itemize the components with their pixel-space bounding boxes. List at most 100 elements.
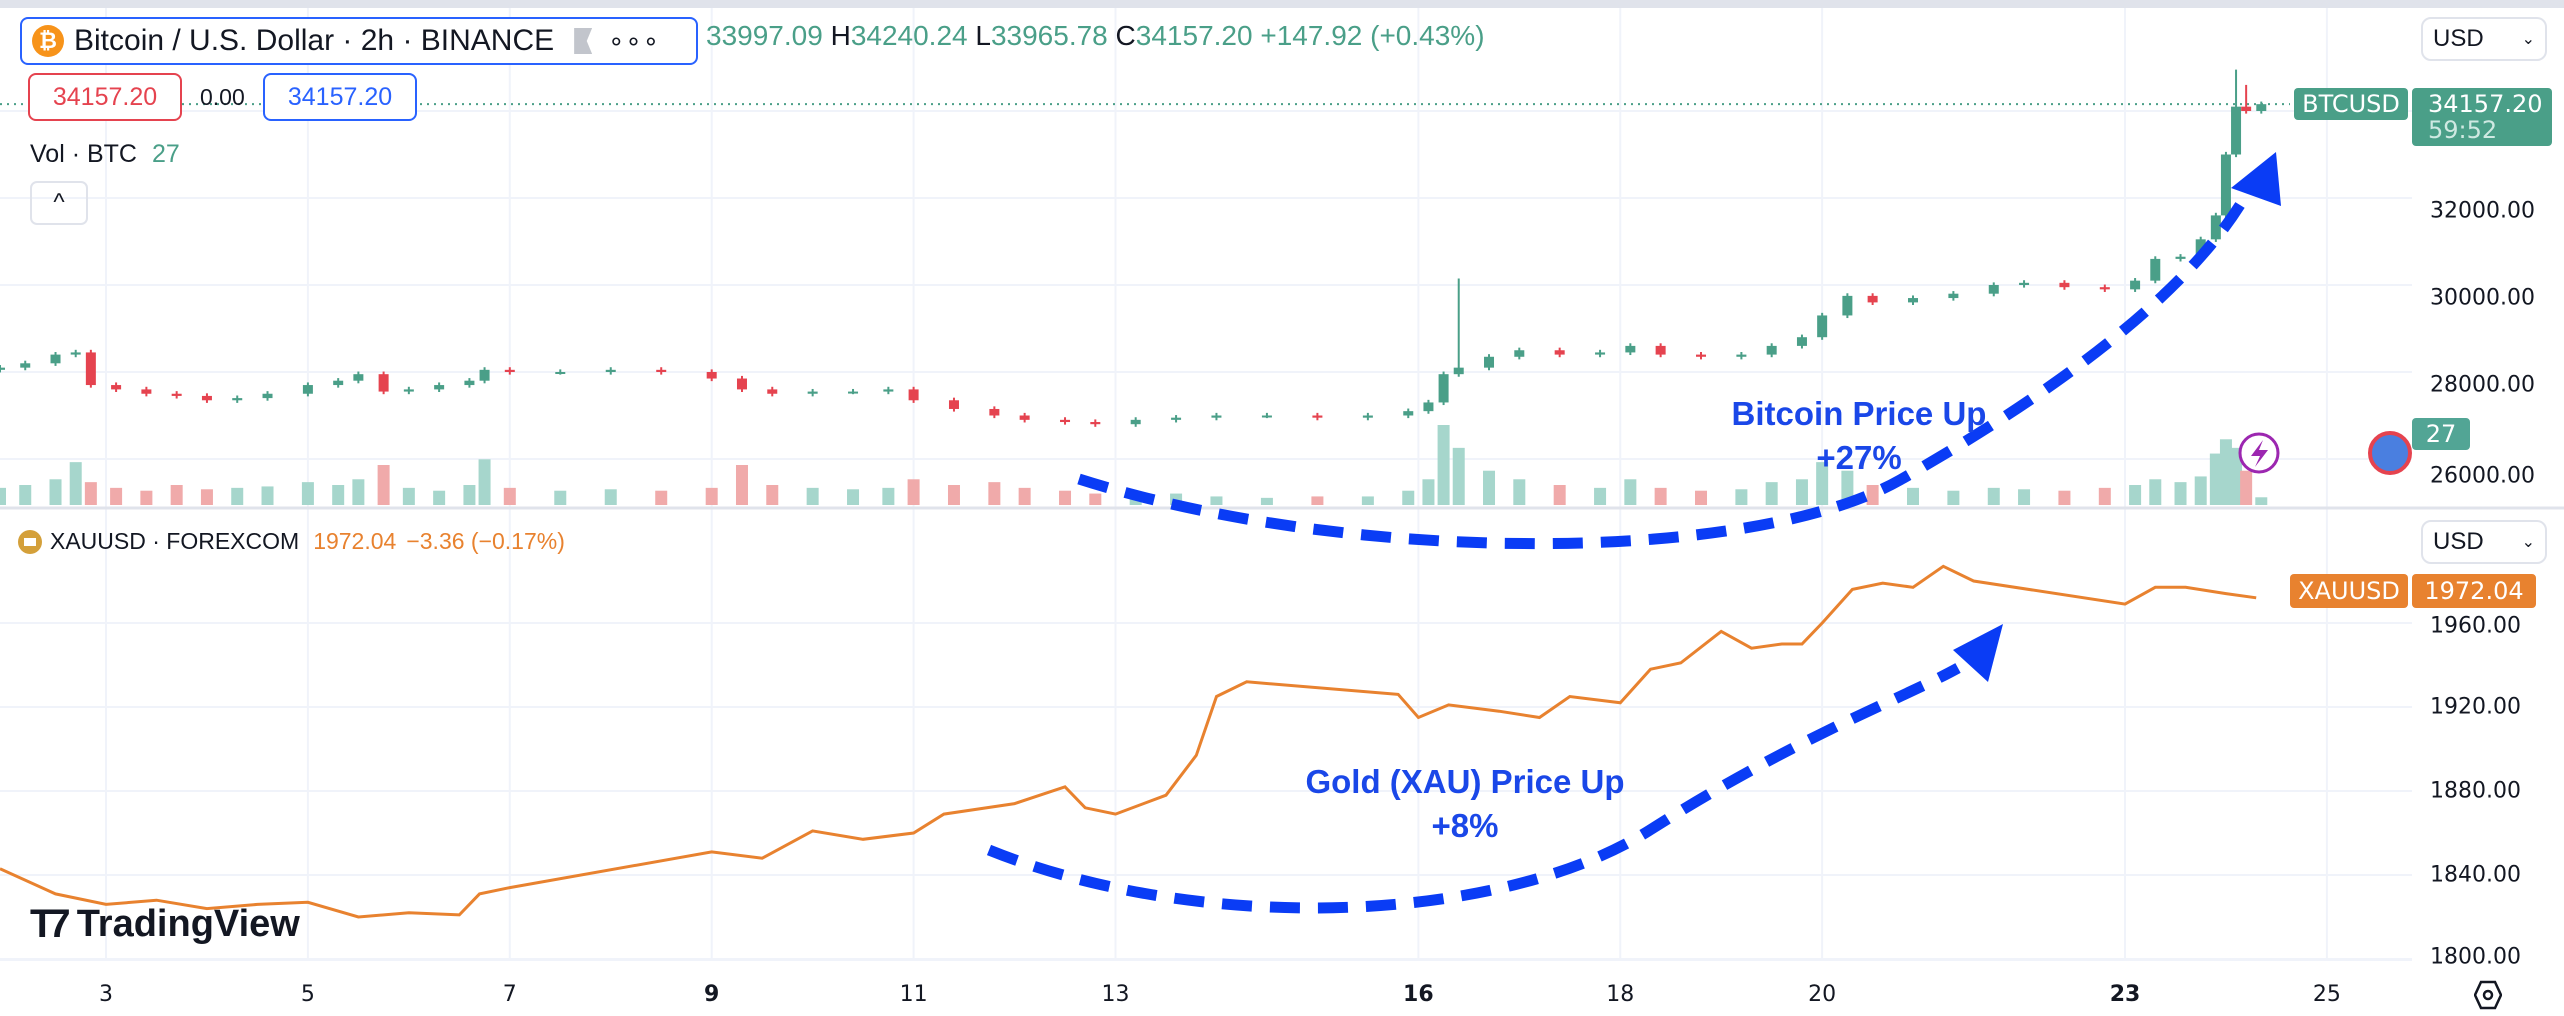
candle-body — [111, 385, 122, 390]
more-options-icon[interactable]: ∘∘∘ — [608, 25, 660, 56]
gold-tick: 1960.00 — [2430, 613, 2521, 639]
candle-body — [171, 393, 182, 396]
volume-bar — [0, 487, 7, 505]
volume-legend[interactable]: Vol · BTC 27 — [30, 140, 180, 169]
volume-bar — [735, 465, 748, 505]
gold-annotation: Gold (XAU) Price Up +8% — [1305, 760, 1624, 848]
candle-body — [353, 374, 364, 381]
gold-tick: 1920.00 — [2430, 694, 2521, 720]
flag-icon[interactable] — [574, 28, 593, 54]
btc-tick: 28000.00 — [2430, 372, 2535, 398]
candle-body — [1261, 415, 1272, 418]
spread-value: 0.00 — [200, 84, 245, 110]
btc-annotation-percent: +27% — [1816, 439, 1902, 476]
volume-bar — [2098, 487, 2111, 505]
volume-bar — [947, 485, 960, 505]
btc-currency-select[interactable]: USD ⌄ — [2421, 17, 2547, 61]
volume-bar — [463, 485, 476, 505]
time-tick: 5 — [300, 982, 315, 1007]
volume-bar — [1059, 490, 1072, 505]
volume-bar — [2058, 490, 2071, 505]
volume-bar — [231, 487, 244, 505]
candle-body — [201, 395, 212, 401]
volume-bar — [1695, 490, 1708, 505]
candle-body — [2195, 239, 2206, 257]
high-label: H — [830, 20, 851, 51]
volume-bar — [554, 490, 567, 505]
candle-body — [141, 389, 152, 394]
volume-bars — [0, 425, 2268, 505]
candle-body — [2220, 154, 2231, 216]
time-tick: 18 — [1606, 982, 1635, 1007]
volume-bar — [110, 487, 123, 505]
candle-body — [848, 391, 859, 394]
grid — [0, 8, 2412, 960]
volume-bar — [2240, 470, 2253, 505]
volume-bar — [1170, 493, 1183, 505]
candle-body — [2231, 106, 2242, 155]
candle-body — [1988, 285, 1999, 294]
btc-annotation-title: Bitcoin Price Up — [1731, 395, 1987, 432]
gold-bars-icon — [18, 529, 42, 554]
volume-bar — [2230, 447, 2243, 505]
candle-body — [378, 374, 389, 392]
btc-last-price-tag: 34157.20 59:52 — [2412, 88, 2552, 146]
candle-body — [1453, 367, 1464, 375]
candle-body — [989, 408, 1000, 416]
candle-body — [555, 372, 566, 374]
candle-body — [2175, 256, 2186, 259]
volume-bar — [1437, 425, 1450, 505]
candle-body — [434, 385, 445, 390]
btc-symbol-tag: BTCUSD — [2294, 88, 2408, 120]
candle-body — [1796, 337, 1807, 346]
volume-bar — [352, 479, 365, 505]
volume-bar — [402, 487, 415, 505]
volume-bar — [1654, 487, 1667, 505]
candle-body — [1362, 415, 1373, 418]
gold-currency-select[interactable]: USD ⌄ — [2421, 520, 2547, 564]
volume-bar — [1361, 496, 1374, 505]
candle-body — [1595, 352, 1606, 355]
volume-bar — [1765, 482, 1778, 505]
volume-bar — [1907, 487, 1920, 505]
candle-body — [20, 363, 31, 368]
candle-body — [1130, 419, 1141, 425]
gold-tick: 1880.00 — [2430, 778, 2521, 804]
collapse-button[interactable]: ^ — [30, 181, 88, 225]
gold-legend[interactable]: XAUUSD · FOREXCOM 1972.04 −3.36 (−0.17%) — [18, 528, 565, 555]
candle-body — [2150, 258, 2161, 281]
volume-bar — [1452, 447, 1465, 505]
candle-body — [605, 369, 616, 372]
currency-label: USD — [2433, 528, 2484, 555]
candle-body — [85, 352, 96, 386]
gold-annotation-title: Gold (XAU) Price Up — [1305, 763, 1625, 800]
gold-value: 1972.04 — [313, 528, 397, 554]
candle-body — [2241, 106, 2252, 111]
tradingview-logo[interactable]: T7 TradingView — [30, 902, 300, 947]
volume-bar — [1735, 489, 1748, 505]
us-flag-event-icon[interactable] — [2368, 431, 2412, 475]
gold-tick: 1840.00 — [2430, 862, 2521, 888]
volume-bar — [69, 462, 82, 505]
sell-button[interactable]: 34157.20 — [28, 73, 182, 121]
candle-body — [50, 354, 61, 364]
volume-bar — [1018, 487, 1031, 505]
btc-tick: 26000.00 — [2430, 463, 2535, 489]
time-tick: 3 — [99, 982, 113, 1007]
volume-bar — [1594, 487, 1607, 505]
candle-body — [1484, 356, 1495, 368]
candle-body — [1514, 350, 1525, 357]
time-tick: 7 — [502, 982, 517, 1007]
volume-bar — [2219, 439, 2232, 505]
buy-button[interactable]: 34157.20 — [263, 73, 417, 121]
btc-legend[interactable]: ₿ Bitcoin / U.S. Dollar · 2h · BINANCE ∘… — [20, 17, 698, 65]
candle-body — [2256, 104, 2267, 111]
candle-body — [1867, 295, 1878, 303]
settings-icon[interactable] — [2473, 980, 2503, 1015]
candle-body — [0, 367, 6, 370]
candle-body — [1423, 402, 1434, 412]
volume-bar — [705, 487, 718, 505]
btc-arrow-head — [2231, 152, 2281, 206]
bar-countdown: 59:52 — [2428, 116, 2498, 144]
